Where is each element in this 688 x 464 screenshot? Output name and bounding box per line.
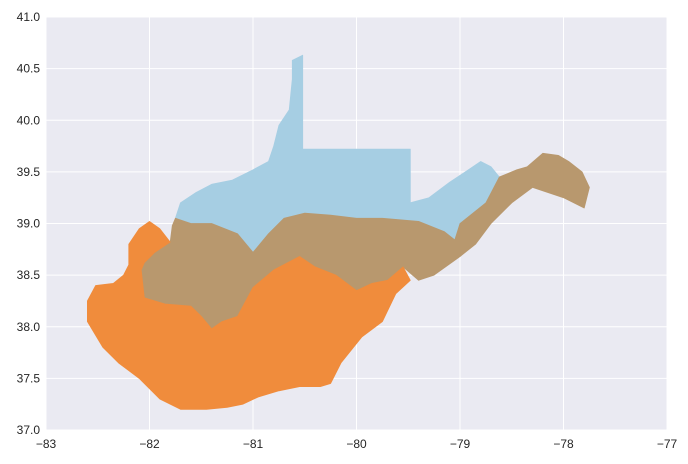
x-tick-label: −80 <box>346 437 367 451</box>
x-tick-label: −82 <box>139 437 160 451</box>
x-tick-label: −79 <box>450 437 471 451</box>
y-tick-label: 39.0 <box>17 217 41 231</box>
y-tick-label: 37.0 <box>17 423 41 437</box>
x-tick-label: −81 <box>243 437 264 451</box>
x-tick-label: −83 <box>36 437 57 451</box>
x-tick-label: −77 <box>657 437 678 451</box>
y-axis-tick-labels: 37.0 37.5 38.0 38.5 39.0 39.5 40.0 40.5 41.0 <box>17 10 41 437</box>
y-tick-label: 38.5 <box>17 268 41 282</box>
y-tick-label: 40.5 <box>17 62 41 76</box>
x-axis-tick-labels: −83 −82 −81 −80 −79 −78 −77 <box>36 437 678 451</box>
y-tick-label: 41.0 <box>17 10 41 24</box>
y-tick-label: 40.0 <box>17 113 41 127</box>
x-tick-label: −78 <box>553 437 574 451</box>
y-tick-label: 38.0 <box>17 320 41 334</box>
y-tick-label: 37.5 <box>17 371 41 385</box>
y-tick-label: 39.5 <box>17 165 41 179</box>
